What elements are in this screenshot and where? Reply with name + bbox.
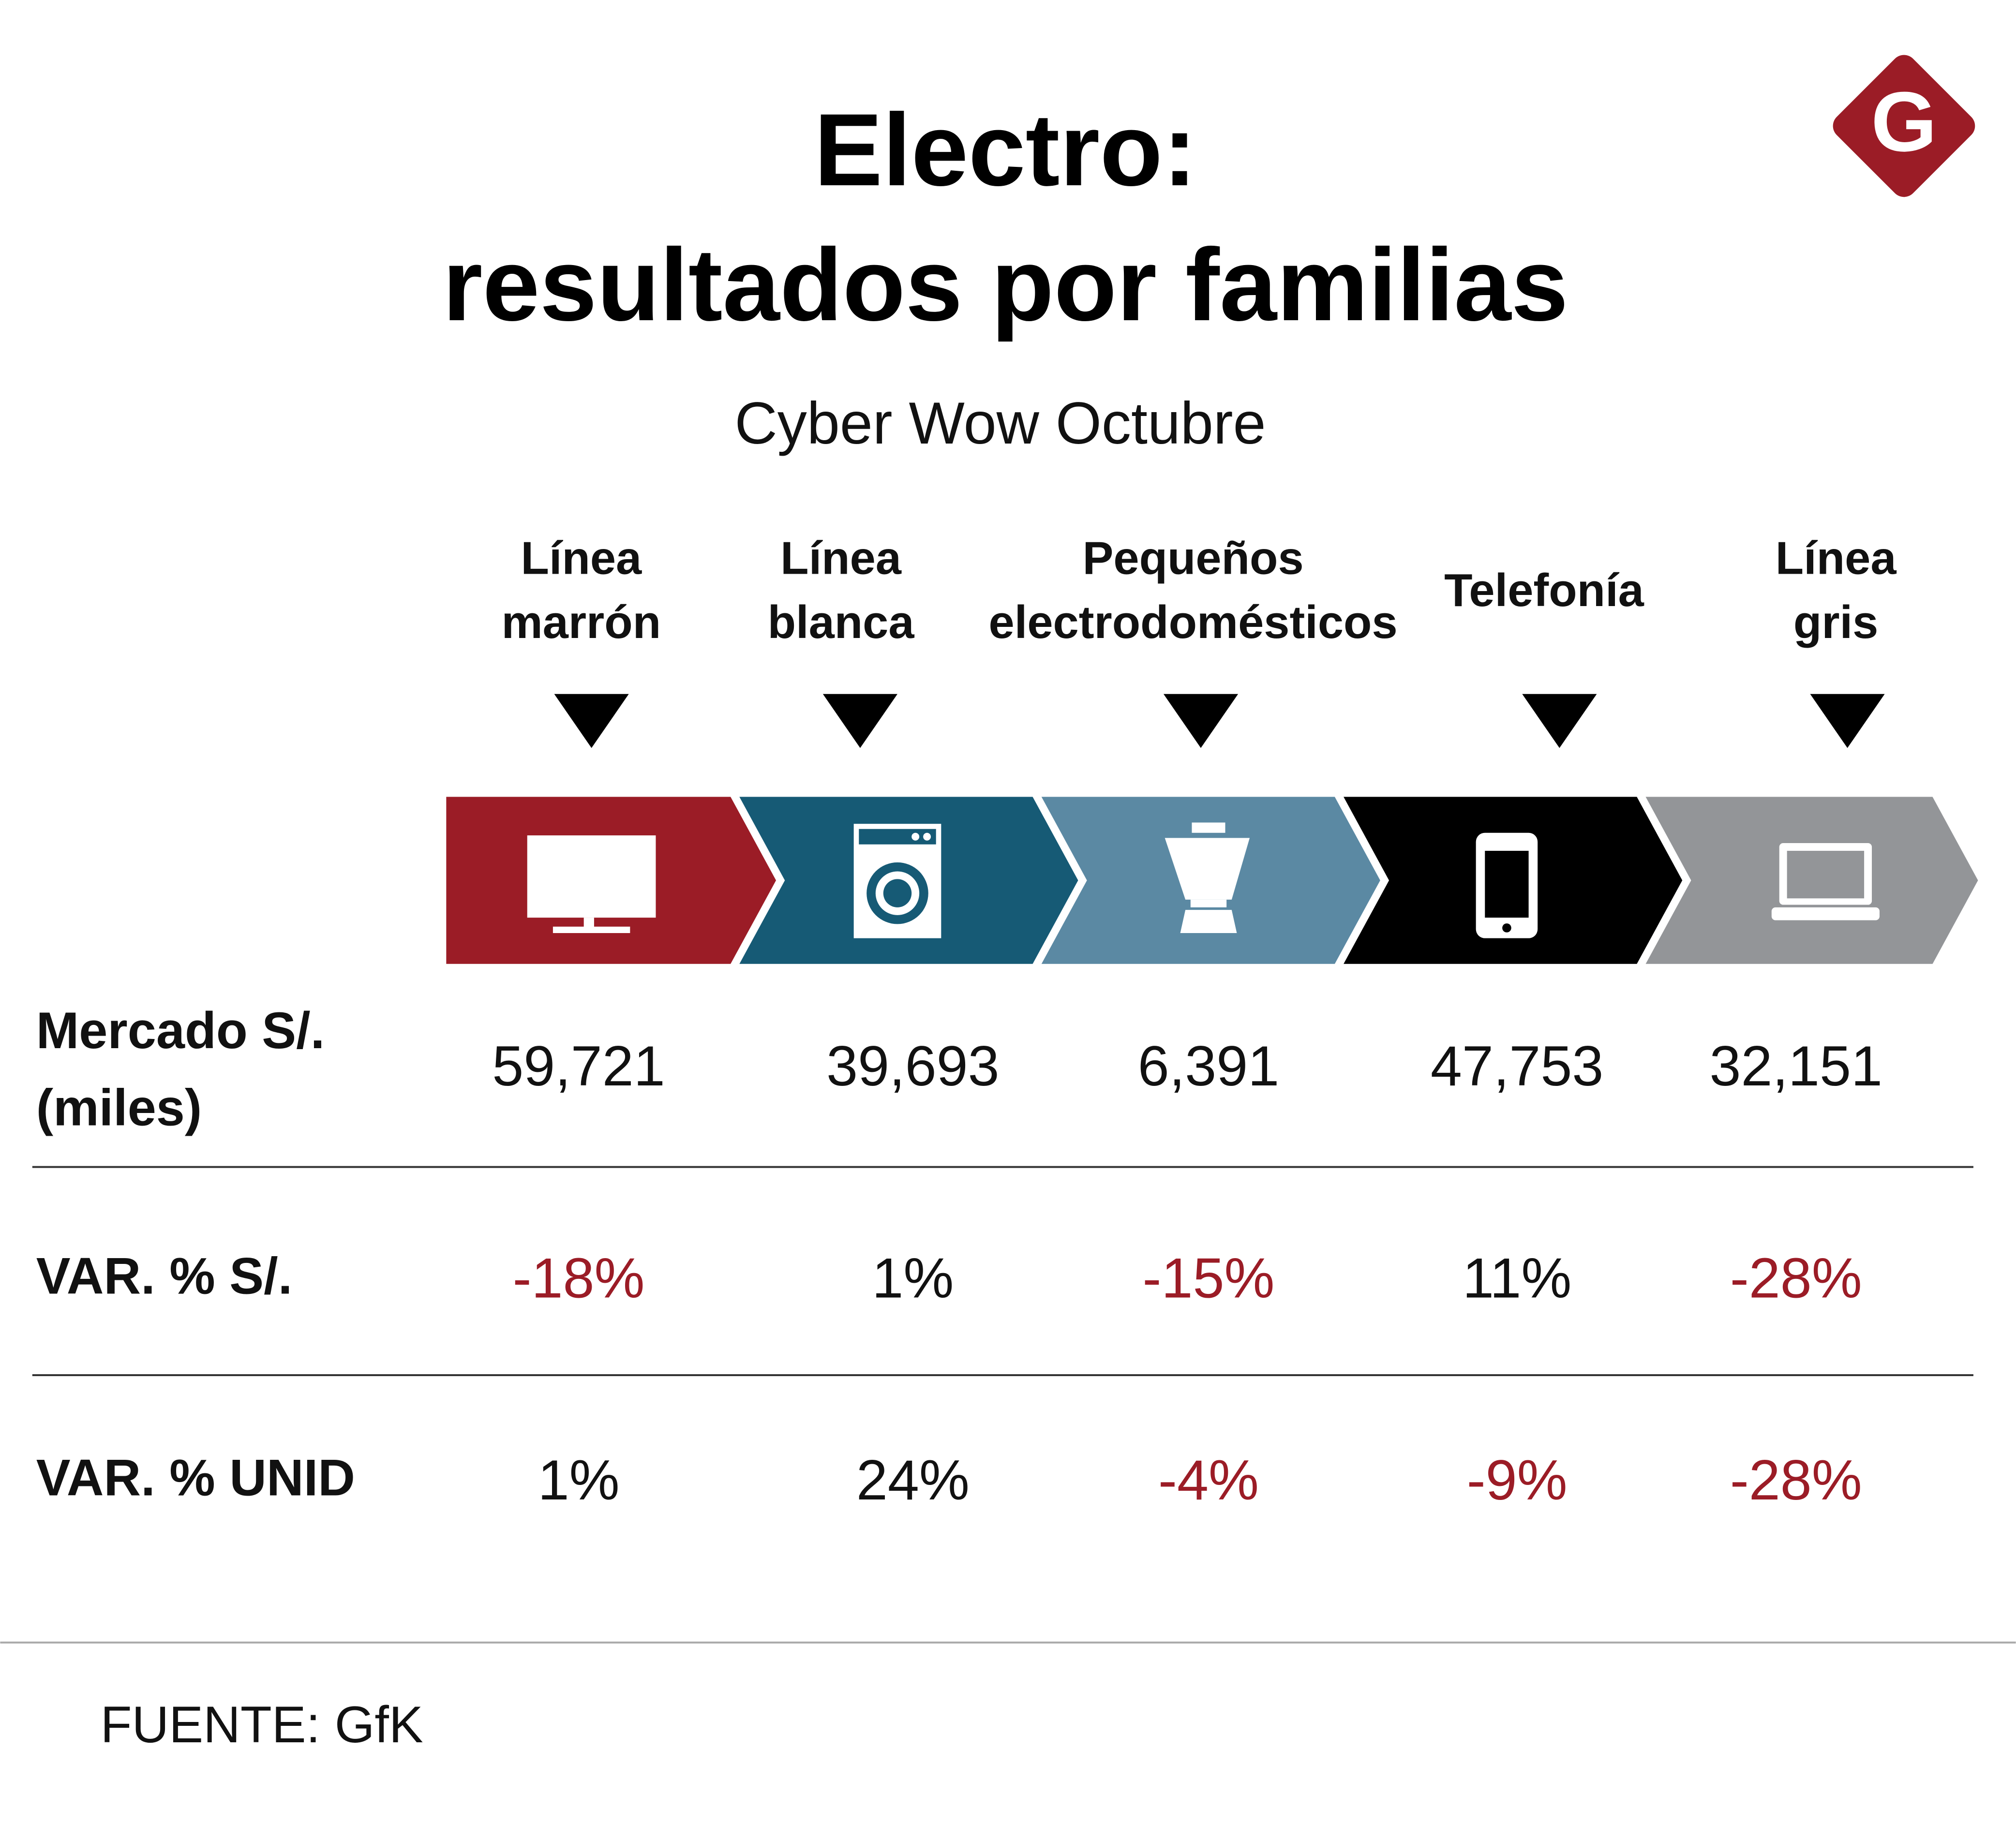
icon-blender-lid <box>1192 822 1225 833</box>
icon-washer-knob <box>923 832 931 841</box>
row-label: VAR. % UNID <box>36 1449 355 1507</box>
category-label: Línea <box>780 532 902 584</box>
cell-value: -15% <box>1143 1246 1275 1310</box>
cell-value: 1% <box>538 1448 620 1512</box>
category-label: electrodomésticos <box>989 596 1398 648</box>
title-line: Electro: <box>814 93 1197 208</box>
icon-blender-base <box>1180 910 1237 934</box>
logo-diamond <box>1833 55 1975 197</box>
cell-value: 24% <box>856 1448 970 1512</box>
icon-laptop-screen <box>1787 850 1865 899</box>
icon-laptop-base <box>1771 907 1880 920</box>
icon-blender-neck <box>1190 899 1227 907</box>
cell-value: 59,721 <box>492 1034 665 1098</box>
cell-value: -28% <box>1730 1246 1862 1310</box>
cell-value: -28% <box>1730 1448 1862 1512</box>
category-label: marrón <box>502 596 661 648</box>
pointer-triangle <box>1522 694 1597 748</box>
category-label: gris <box>1793 596 1878 648</box>
cell-value: -9% <box>1467 1448 1568 1512</box>
cell-value: 47,753 <box>1431 1034 1604 1098</box>
source: FUENTE: GfK <box>101 1696 423 1753</box>
pointer-triangle <box>554 694 629 748</box>
title-line: resultados por familias <box>443 228 1568 342</box>
logo: G <box>1833 55 1975 197</box>
row-label: VAR. % S/. <box>36 1247 292 1305</box>
icons <box>527 822 1880 938</box>
icon-tv <box>527 835 656 918</box>
category-label: Telefonía <box>1444 564 1644 616</box>
subtitle: Cyber Wow Octubre <box>735 390 1266 456</box>
cell-value: 32,151 <box>1710 1034 1883 1098</box>
category-label: Línea <box>521 532 642 584</box>
pointer-triangle <box>1164 694 1239 748</box>
icon-tv-base <box>553 926 630 934</box>
row-label: (miles) <box>36 1079 202 1136</box>
cell-value: -18% <box>513 1246 645 1310</box>
cell-value: 1% <box>872 1246 954 1310</box>
cell-value: 11% <box>1463 1246 1571 1310</box>
cell-value: 39,693 <box>826 1034 1000 1098</box>
icon-blender-jar <box>1165 838 1250 900</box>
icon-washer-inner <box>883 879 912 907</box>
icon-phone-button <box>1502 923 1511 933</box>
row-label: Mercado S/. <box>36 1002 325 1059</box>
icon-tv-stand <box>583 918 594 928</box>
pointer-triangle <box>1810 694 1885 748</box>
cell-value: 6,391 <box>1138 1034 1280 1098</box>
pointer-triangle <box>822 694 897 748</box>
category-label: Línea <box>1776 532 1897 584</box>
cell-value: -4% <box>1158 1448 1259 1512</box>
logo-text: G <box>1871 74 1937 169</box>
category-label: blanca <box>768 596 915 648</box>
icon-washer-knob <box>911 832 920 841</box>
icon-phone-screen <box>1485 850 1529 918</box>
category-label: Pequeños <box>1083 532 1304 584</box>
